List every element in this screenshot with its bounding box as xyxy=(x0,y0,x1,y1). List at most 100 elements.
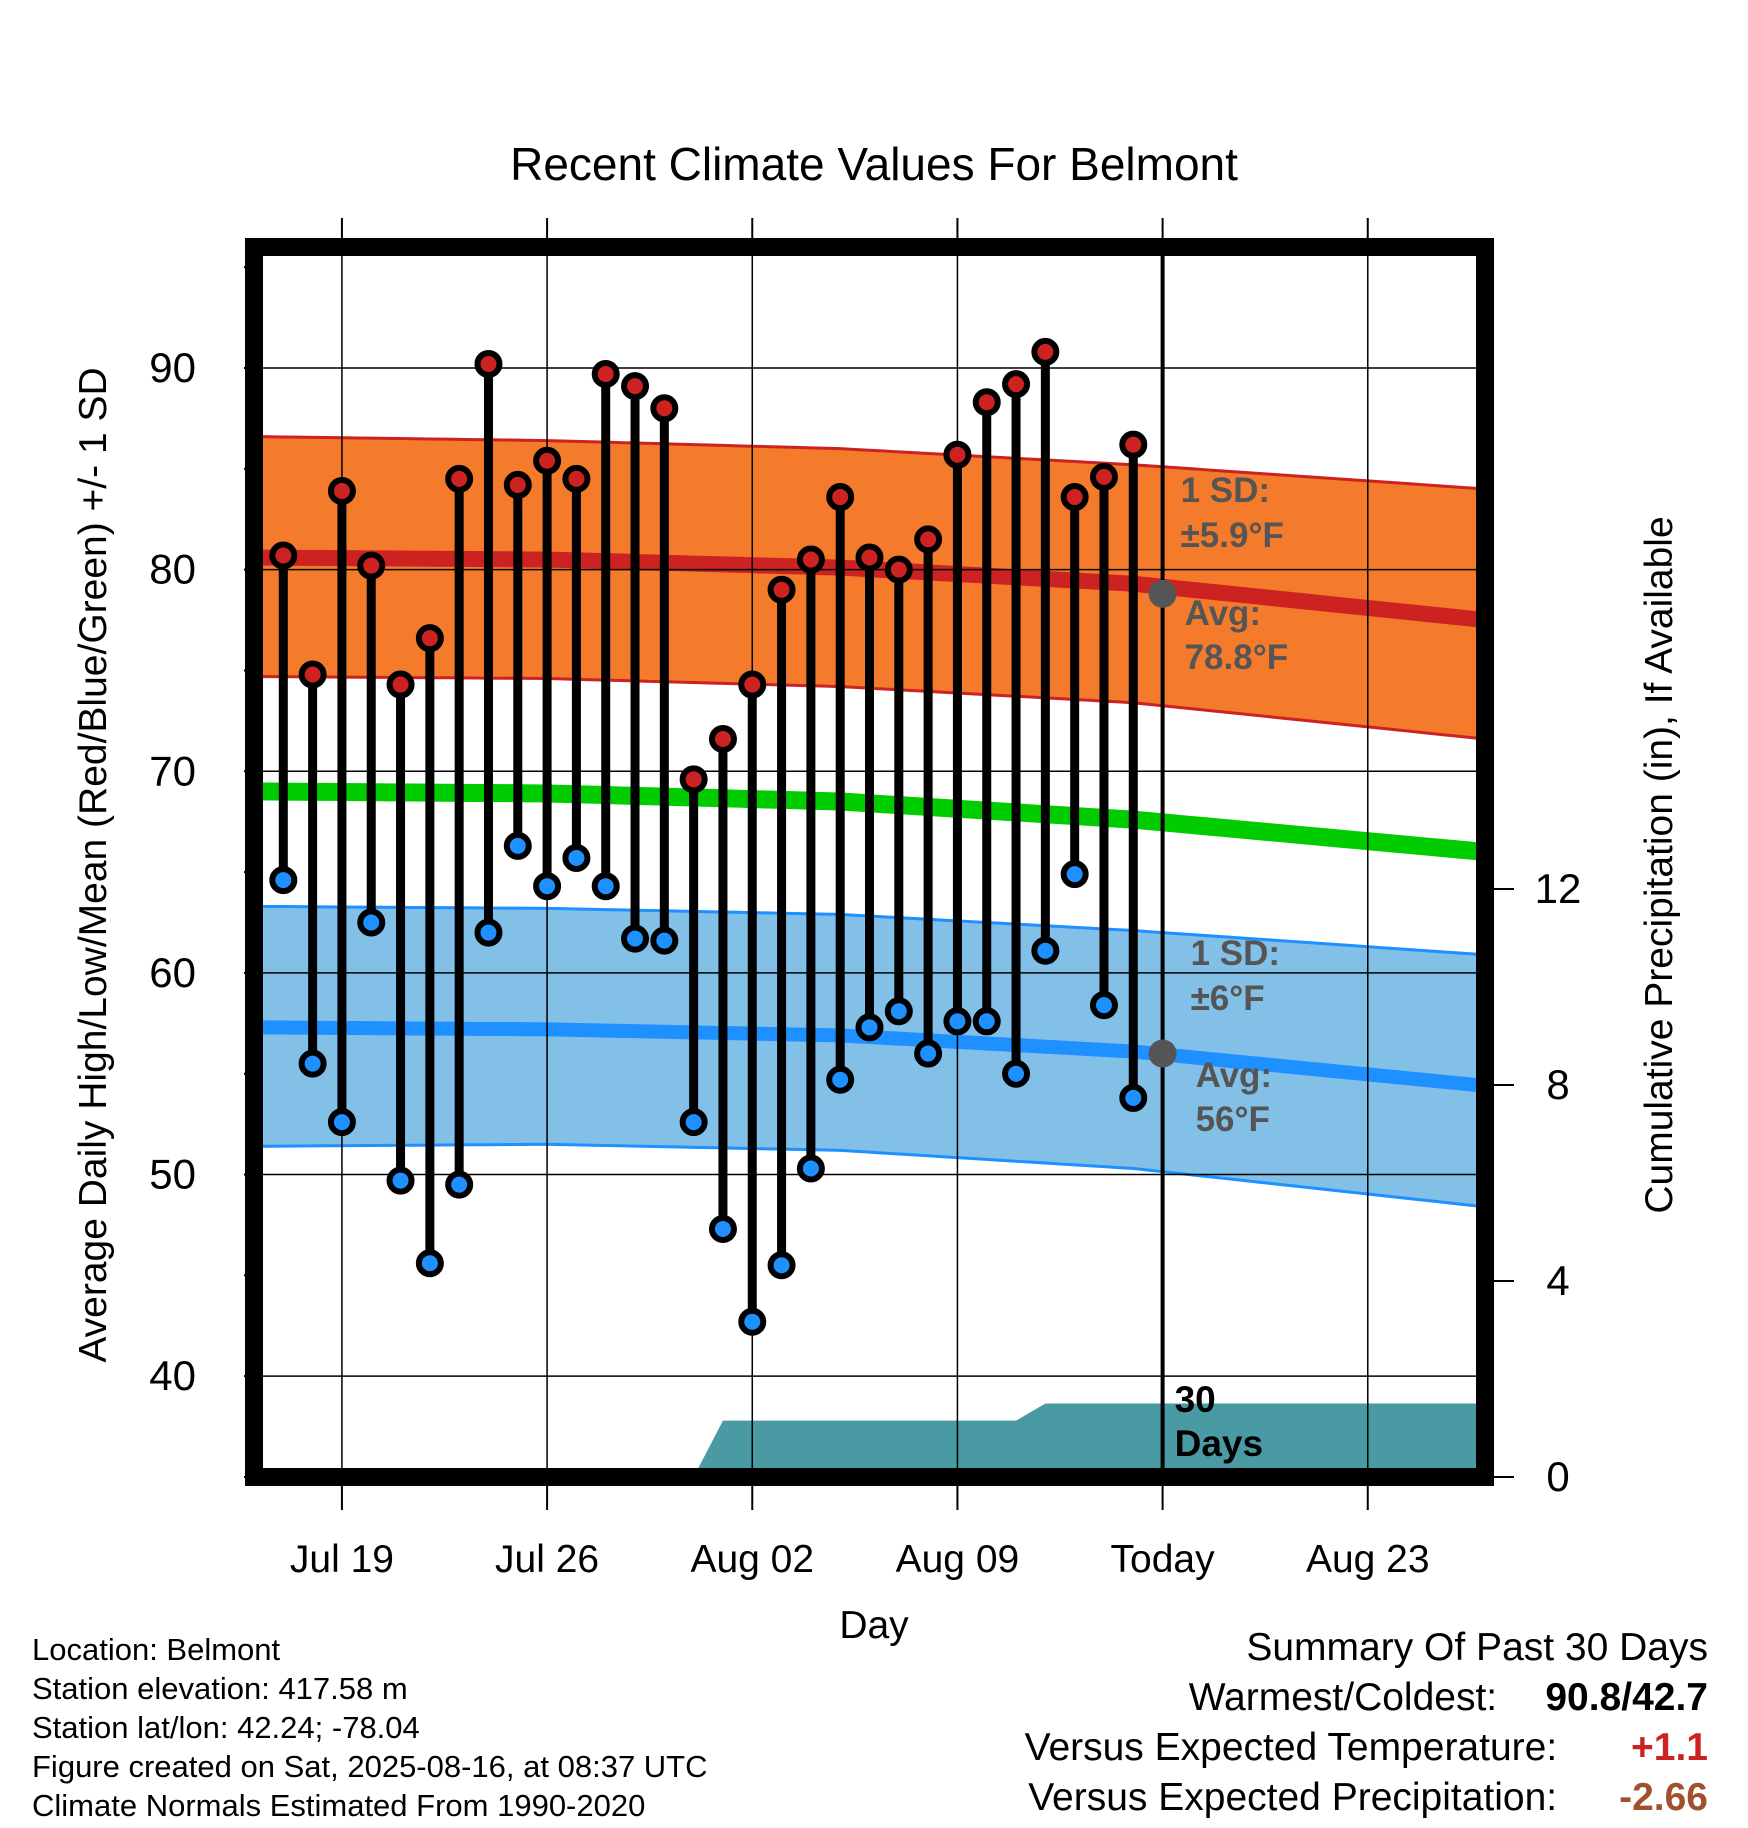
high-point xyxy=(621,372,650,401)
low-point xyxy=(269,866,298,895)
low-sd-band xyxy=(254,906,1485,1207)
precip-label: Versus Expected Precipitation: xyxy=(1028,1776,1558,1819)
low-point xyxy=(415,1249,444,1278)
high-point xyxy=(357,551,386,580)
low-point xyxy=(650,926,679,955)
high-point xyxy=(415,624,444,653)
chart-title: Recent Climate Values For Belmont xyxy=(510,138,1238,190)
days-label-count: 30 xyxy=(1175,1379,1216,1420)
high-point xyxy=(796,545,825,574)
low-sd-value: ±6°F xyxy=(1191,979,1265,1018)
created-text: Figure created on Sat, 2025-08-16, at 08… xyxy=(32,1749,708,1784)
y2-tick-label: 4 xyxy=(1546,1257,1569,1304)
summary-title: Summary Of Past 30 Days xyxy=(1246,1626,1708,1669)
low-point xyxy=(679,1108,708,1137)
high-sd-band-upper-edge xyxy=(253,435,1486,491)
high-avg-label: Avg: xyxy=(1185,594,1261,633)
low-point xyxy=(855,1013,884,1042)
low-point xyxy=(386,1166,415,1195)
summary-precip: Versus Expected Precipitation: -2.66 xyxy=(1025,1773,1708,1823)
high-avg-marker xyxy=(1148,579,1177,608)
high-point xyxy=(767,575,796,604)
elevation-text: Station elevation: 417.58 m xyxy=(32,1671,408,1706)
low-point xyxy=(767,1251,796,1280)
low-avg-label: Avg: xyxy=(1196,1056,1272,1095)
high-point xyxy=(1119,430,1148,459)
high-point xyxy=(650,394,679,423)
high-point xyxy=(503,470,532,499)
high-sd-label: 1 SD: xyxy=(1181,471,1270,510)
high-point xyxy=(679,765,708,794)
high-point xyxy=(1089,462,1118,491)
high-point xyxy=(826,483,855,512)
precip-value: -2.66 xyxy=(1619,1776,1708,1819)
temp-label: Versus Expected Temperature: xyxy=(1024,1726,1558,1769)
y2-tick-label: 0 xyxy=(1546,1453,1569,1500)
high-point xyxy=(445,464,474,493)
low-point xyxy=(943,1007,972,1036)
x-tick-label: Today xyxy=(1111,1538,1216,1581)
low-point xyxy=(826,1065,855,1094)
low-point xyxy=(1060,860,1089,889)
low-point xyxy=(533,872,562,901)
high-point xyxy=(591,360,620,389)
high-point xyxy=(972,388,1001,417)
high-point xyxy=(914,525,943,554)
y-tick-label: 40 xyxy=(149,1352,196,1399)
low-point xyxy=(708,1214,737,1243)
low-point xyxy=(503,831,532,860)
low-point xyxy=(562,843,591,872)
y-tick-label: 60 xyxy=(149,949,196,996)
y-tick-label: 80 xyxy=(149,546,196,593)
low-sd-label: 1 SD: xyxy=(1191,934,1280,973)
y-axis-label: Average Daily High/Low/Mean (Red/Blue/Gr… xyxy=(72,367,115,1362)
low-point xyxy=(298,1049,327,1078)
high-point xyxy=(269,541,298,570)
high-point xyxy=(943,440,972,469)
x-tick-label: Aug 09 xyxy=(896,1538,1020,1581)
low-point xyxy=(1002,1059,1031,1088)
high-point xyxy=(1002,370,1031,399)
high-avg-value: 78.8°F xyxy=(1185,638,1289,677)
x-tick-label: Aug 23 xyxy=(1306,1538,1430,1581)
low-point xyxy=(884,997,913,1026)
y-tick-label: 50 xyxy=(149,1151,196,1198)
plot-frame xyxy=(245,238,1494,1486)
summary-warmest: Warmest/Coldest: 90.8/42.7 xyxy=(1025,1673,1708,1723)
warmest-label: Warmest/Coldest: xyxy=(1188,1676,1498,1719)
low-point xyxy=(327,1108,356,1137)
high-point xyxy=(533,446,562,475)
low-point xyxy=(357,908,386,937)
days-label-text: Days xyxy=(1175,1423,1263,1464)
low-avg-value: 56°F xyxy=(1196,1100,1270,1139)
precip-area xyxy=(254,1403,1485,1477)
y-tick-label: 70 xyxy=(149,747,196,794)
summary-temp: Versus Expected Temperature: +1.1 xyxy=(1025,1723,1708,1773)
low-point xyxy=(1089,991,1118,1020)
normals-text: Climate Normals Estimated From 1990-2020 xyxy=(32,1788,646,1823)
high-point xyxy=(562,464,591,493)
low-avg-marker xyxy=(1148,1039,1177,1068)
low-point xyxy=(1119,1083,1148,1112)
y2-tick-label: 8 xyxy=(1546,1061,1569,1108)
high-point xyxy=(386,670,415,699)
y-tick-label: 90 xyxy=(149,344,196,391)
x-tick-label: Aug 02 xyxy=(690,1538,814,1581)
low-point xyxy=(914,1039,943,1068)
station-info: Location: Belmont Station elevation: 417… xyxy=(32,1630,708,1825)
high-point xyxy=(474,349,503,378)
x-axis-label: Day xyxy=(839,1604,909,1647)
warmest-value: 90.8/42.7 xyxy=(1545,1676,1708,1719)
low-point xyxy=(738,1307,767,1336)
low-point xyxy=(445,1170,474,1199)
high-point xyxy=(327,476,356,505)
plot-area: 1 SD: ±5.9°F Avg: 78.8°F 1 SD: ±6°F Avg: 56°F 30… xyxy=(149,218,1581,1581)
location-text: Location: Belmont xyxy=(32,1632,281,1667)
y2-tick-label: 12 xyxy=(1535,865,1582,912)
high-point xyxy=(855,543,884,572)
low-point xyxy=(1031,936,1060,965)
x-tick-label: Jul 19 xyxy=(290,1538,394,1581)
high-point xyxy=(884,555,913,584)
x-tick-label: Jul 26 xyxy=(495,1538,599,1581)
